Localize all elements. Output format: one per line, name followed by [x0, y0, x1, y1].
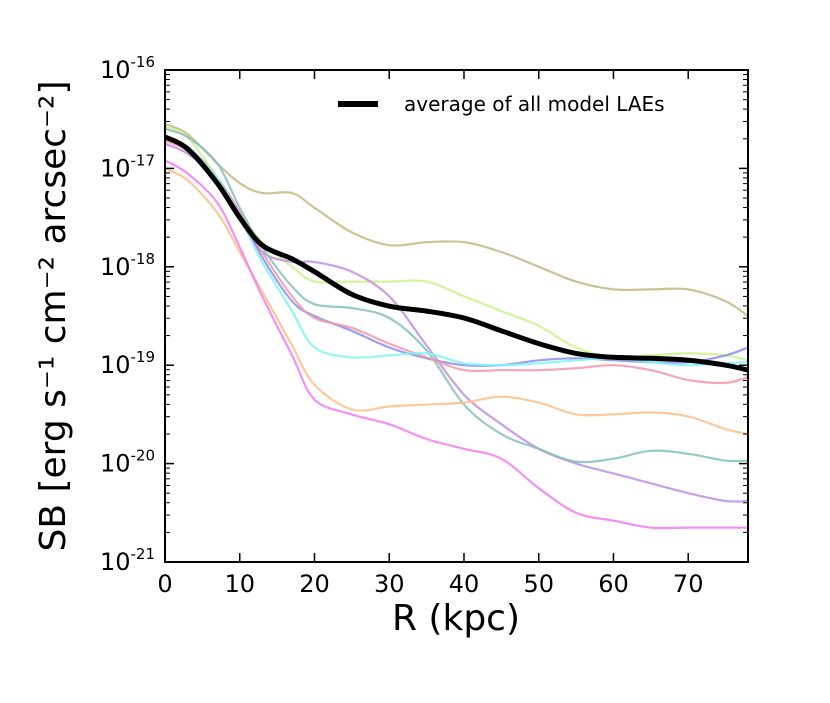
x-tick-label: 10: [224, 570, 255, 598]
legend-label: average of all model LAEs: [404, 92, 665, 116]
y-tick-label: 10-20: [100, 447, 155, 478]
series-layer: [165, 123, 748, 530]
legend: average of all model LAEs: [338, 92, 665, 116]
x-axis-title: R (kpc): [392, 598, 520, 639]
plot-frame: [164, 69, 749, 563]
y-tick-label: 10-17: [100, 151, 155, 182]
x-tick-label: 60: [598, 570, 629, 598]
y-axis-title: SB [erg s⁻¹ cm⁻² arcsec⁻²]: [33, 80, 74, 551]
y-tick-label: 10-16: [100, 53, 155, 84]
series-line-model-olive: [165, 123, 748, 318]
y-tick-label: 10-19: [100, 348, 155, 379]
series-line-average: [165, 134, 748, 373]
series-line-model-magenta: [165, 159, 748, 530]
x-tick-label: 40: [449, 570, 480, 598]
x-tick-label: 20: [299, 570, 330, 598]
series-line-model-orange: [165, 167, 748, 436]
x-tick-label: 70: [673, 570, 704, 598]
y-tick-label: 10-18: [100, 250, 155, 281]
series-line-model-pink: [165, 139, 748, 385]
y-tick-label: 10-21: [100, 545, 155, 576]
series-line-model-teal: [165, 127, 748, 464]
x-tick-label: 50: [523, 570, 554, 598]
x-tick-label: 0: [157, 570, 172, 598]
x-tick-label: 30: [374, 570, 405, 598]
